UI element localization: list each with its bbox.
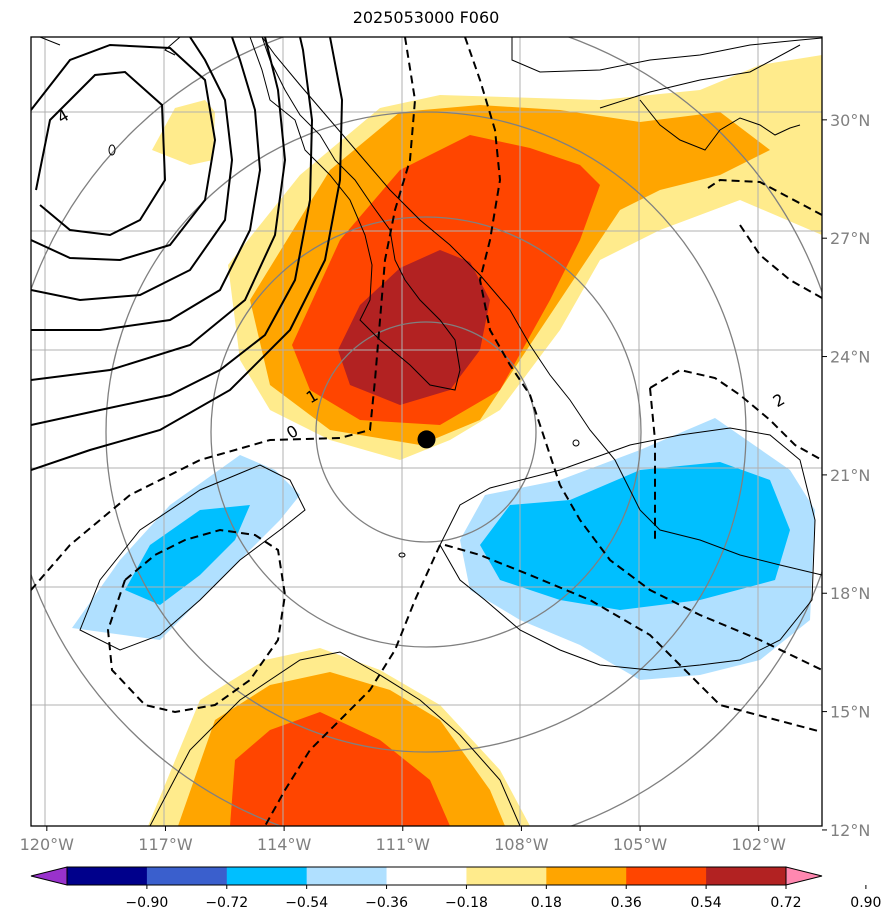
x-tick-label: 120°W	[20, 835, 75, 854]
dashed-contours	[31, 37, 822, 826]
x-tick-label: 111°W	[376, 835, 431, 854]
x-tick-label: 102°W	[732, 835, 787, 854]
colorbar-bin	[466, 867, 547, 885]
colorbar-bin	[226, 867, 308, 885]
solid-contours	[31, 37, 344, 471]
colorbar-outline	[66, 866, 787, 886]
colorbar-bin	[67, 867, 148, 885]
y-tick-label: 30°N	[830, 111, 870, 130]
anomaly-fill-090	[338, 250, 490, 405]
storm-center-marker	[417, 430, 436, 449]
colorbar-tick-label: 0.90	[850, 895, 881, 911]
shaded-anomaly	[72, 55, 822, 826]
contour-label: 2	[770, 390, 788, 412]
islands	[108, 144, 580, 558]
colorbar-tick-label: −0.54	[285, 895, 328, 911]
colorbar-tick-label: 0.72	[770, 895, 801, 911]
map-frame	[30, 36, 823, 827]
x-tick-label: 108°W	[494, 835, 549, 854]
colorbar-tick-label: −0.18	[445, 895, 488, 911]
y-tick-label: 12°N	[830, 821, 870, 840]
y-tick-label: 27°N	[830, 229, 870, 248]
colorbar-tick-label: −0.90	[125, 895, 168, 911]
colorbar-bin	[546, 867, 627, 885]
colorbar-bin	[146, 867, 228, 885]
x-axis-ticks: 120°W 117°W 114°W 111°W 108°W 105°W 102°W	[20, 826, 786, 854]
x-tick-label: 114°W	[257, 835, 312, 854]
colorbar-tick-label: 0.54	[691, 895, 722, 911]
chart-title: 2025053000 F060	[352, 8, 500, 27]
colorbar-tick-label: −0.36	[365, 895, 408, 911]
anomaly-fill-neg036-b	[480, 462, 790, 610]
contour-label: 4	[54, 106, 72, 128]
anomaly-fill-036-b	[152, 100, 215, 165]
y-tick-label: 15°N	[830, 703, 870, 722]
colorbar-tick-label: −0.72	[205, 895, 248, 911]
coastlines	[39, 37, 822, 826]
colorbar-bin	[626, 867, 707, 885]
colorbar-bin	[706, 867, 787, 885]
y-tick-label: 18°N	[830, 584, 870, 603]
gridlines	[31, 37, 822, 826]
y-axis-ticks: 30°N 27°N 24°N 21°N 18°N 15°N 12°N	[822, 111, 870, 840]
x-tick-label: 105°W	[613, 835, 668, 854]
range-rings	[31, 37, 822, 826]
colorbar-bin	[306, 867, 388, 885]
colorbar: −0.90 −0.72 −0.54 −0.36 −0.18 0.18 0.36 0.54 0.7…	[30, 866, 881, 911]
colorbar-bin	[386, 867, 467, 885]
x-tick-label: 117°W	[138, 835, 193, 854]
y-tick-label: 24°N	[830, 348, 870, 367]
colorbar-tick-label: 0.36	[611, 895, 642, 911]
colorbar-extend-high	[785, 866, 823, 886]
colorbar-extend-low	[30, 866, 68, 886]
anomaly-fill-072-b	[230, 712, 450, 826]
colorbar-tick-label: 0.18	[531, 895, 562, 911]
y-tick-label: 21°N	[830, 466, 870, 485]
